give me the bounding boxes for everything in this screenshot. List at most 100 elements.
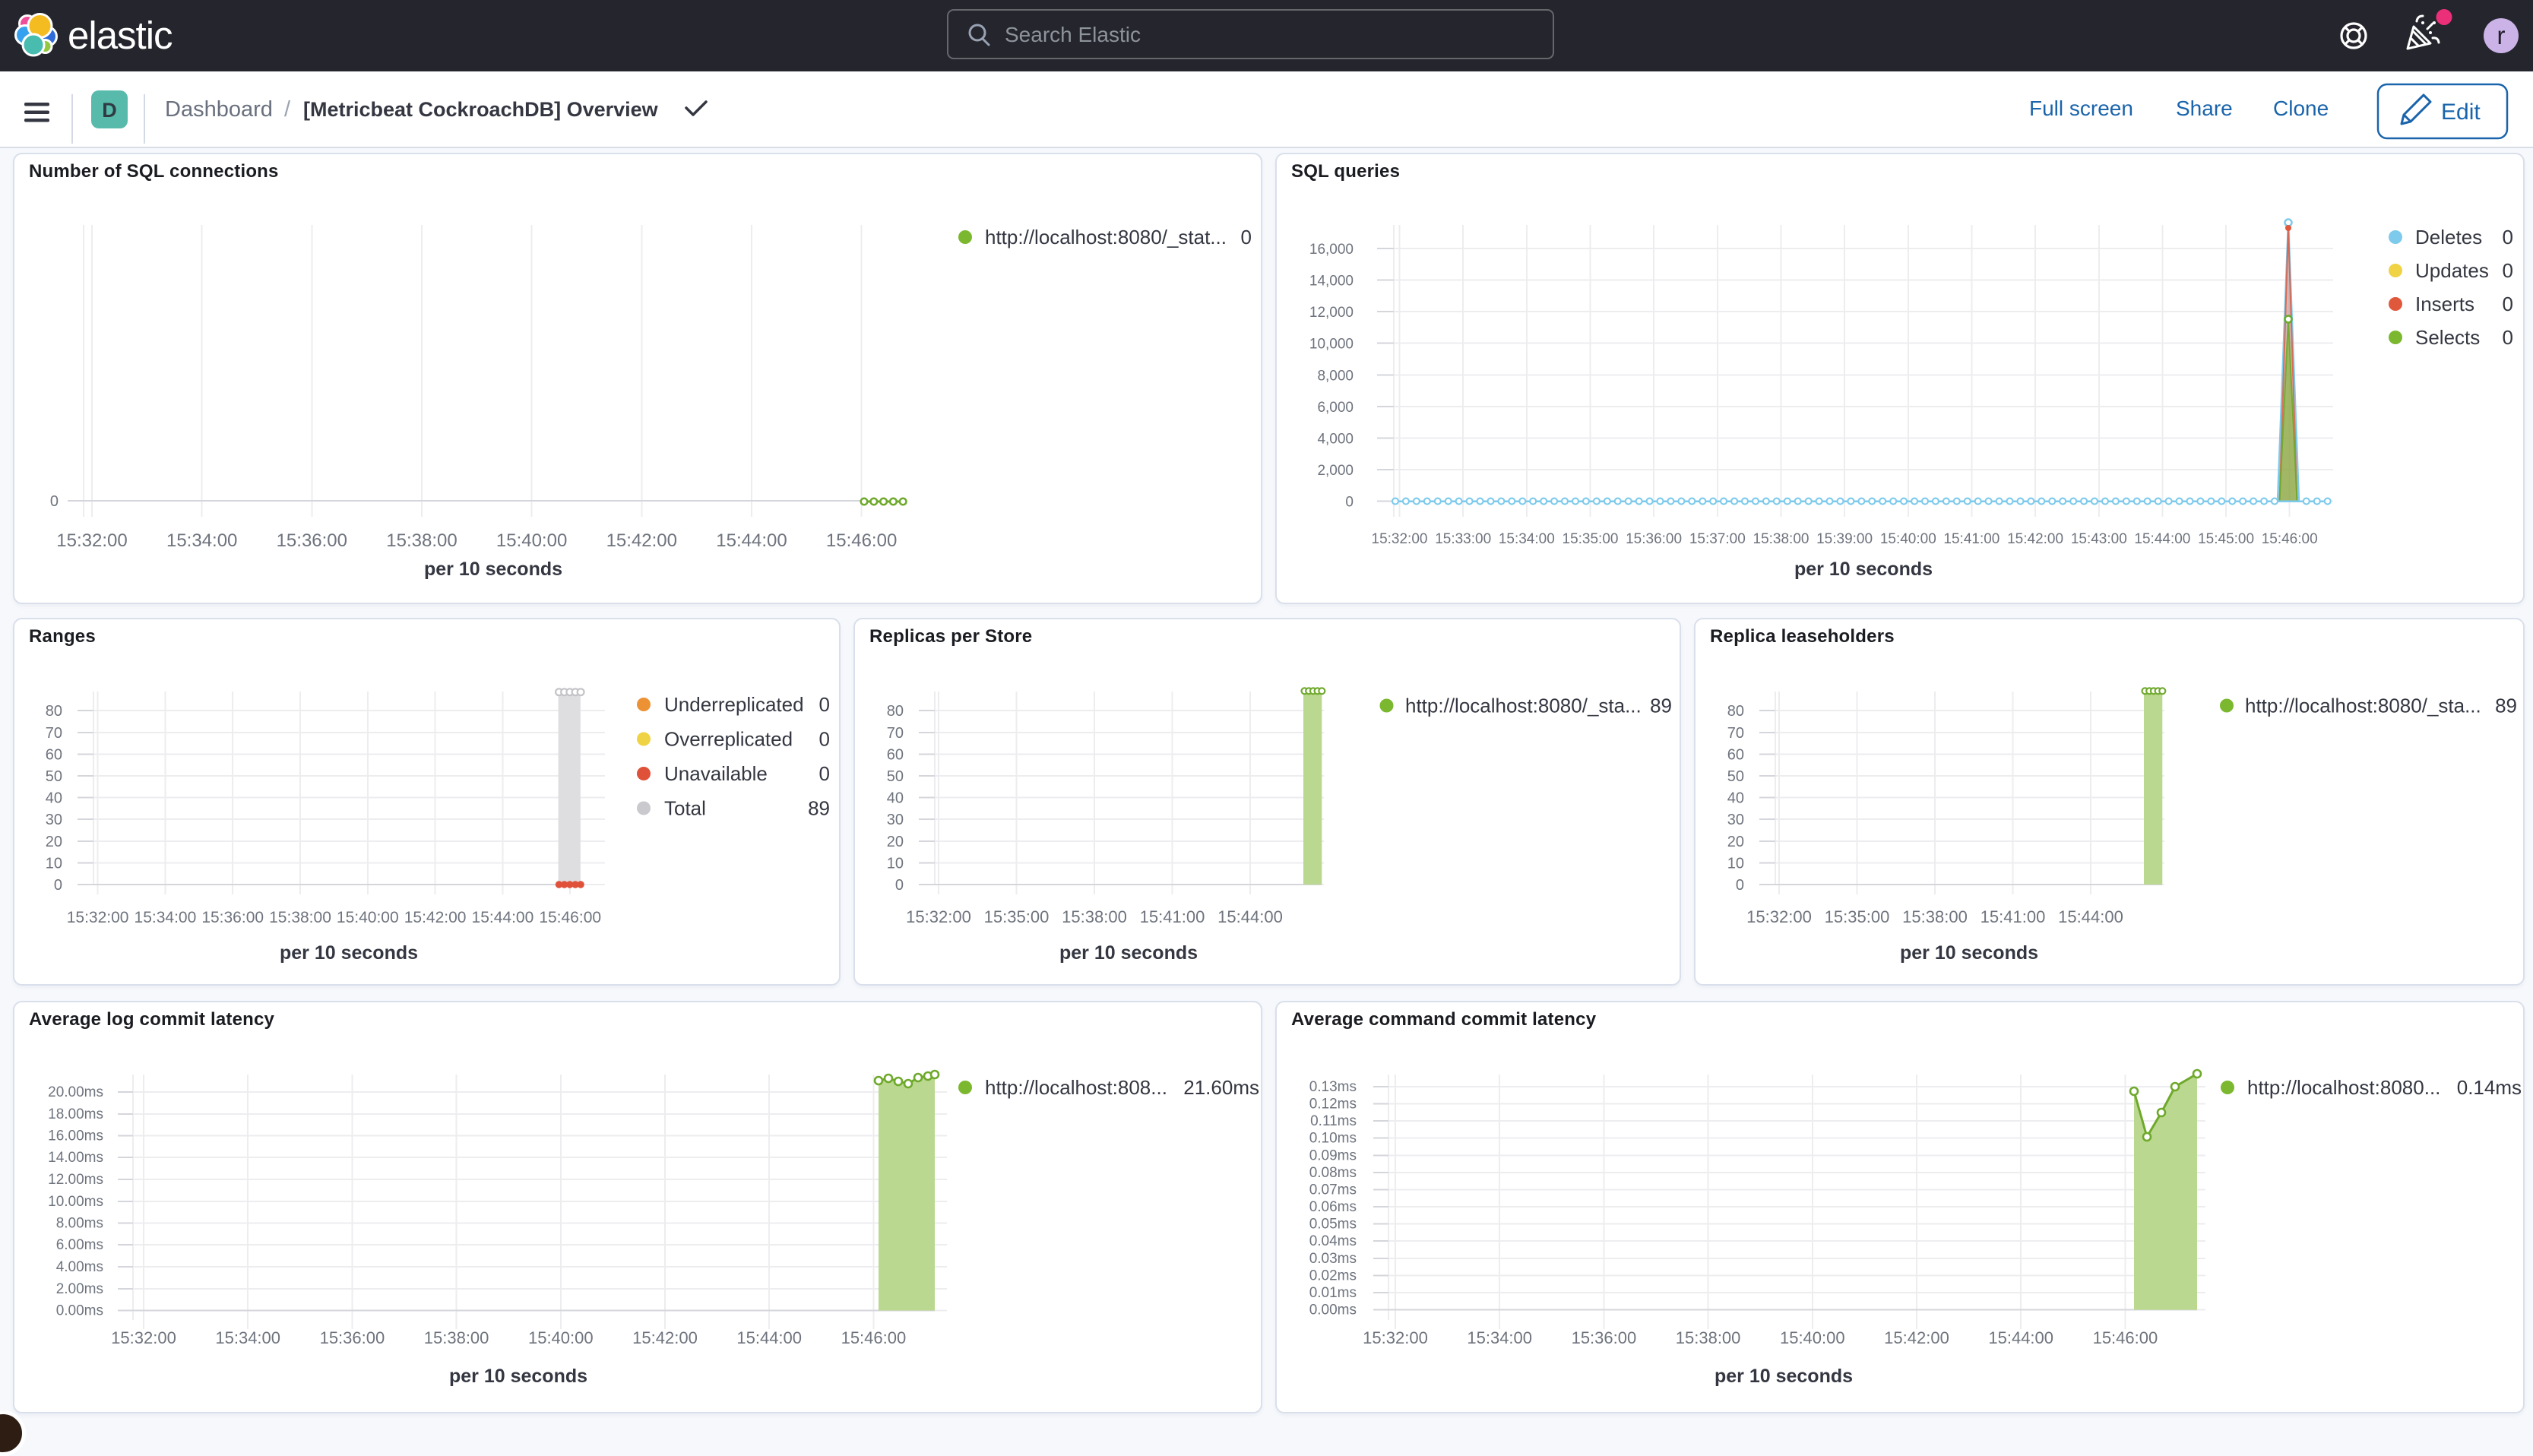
svg-text:per 10 seconds: per 10 seconds xyxy=(1794,559,1933,580)
svg-text:10: 10 xyxy=(1727,855,1744,872)
svg-text:Clone: Clone xyxy=(2273,97,2329,120)
svg-text:0.02ms: 0.02ms xyxy=(1309,1268,1357,1283)
svg-text:Updates: Updates xyxy=(2415,259,2489,282)
svg-text:15:36:00: 15:36:00 xyxy=(1572,1328,1637,1347)
svg-text:per 10 seconds: per 10 seconds xyxy=(1900,942,2038,964)
svg-text:30: 30 xyxy=(46,812,62,828)
svg-text:[Metricbeat CockroachDB] Overv: [Metricbeat CockroachDB] Overview xyxy=(303,98,659,121)
svg-text:15:32:00: 15:32:00 xyxy=(111,1328,176,1347)
svg-text:15:41:00: 15:41:00 xyxy=(1943,531,1999,547)
svg-text:15:32:00: 15:32:00 xyxy=(1363,1328,1428,1347)
svg-text:0.05ms: 0.05ms xyxy=(1309,1217,1357,1233)
svg-text:20: 20 xyxy=(1727,834,1744,850)
svg-text:Inserts: Inserts xyxy=(2415,293,2474,315)
svg-text:0.07ms: 0.07ms xyxy=(1309,1182,1357,1198)
svg-text:15:46:00: 15:46:00 xyxy=(539,909,601,926)
svg-text:15:44:00: 15:44:00 xyxy=(2134,531,2190,547)
svg-text:0.14ms: 0.14ms xyxy=(2457,1076,2522,1099)
svg-text:Search Elastic: Search Elastic xyxy=(1005,23,1141,46)
svg-text:per 10 seconds: per 10 seconds xyxy=(280,942,418,964)
svg-text:15:34:00: 15:34:00 xyxy=(1467,1328,1532,1347)
svg-text:15:43:00: 15:43:00 xyxy=(2071,531,2127,547)
svg-text:15:40:00: 15:40:00 xyxy=(1880,531,1936,547)
svg-text:D: D xyxy=(102,99,117,122)
svg-text:15:36:00: 15:36:00 xyxy=(201,909,264,926)
svg-text:0.04ms: 0.04ms xyxy=(1309,1233,1357,1249)
svg-text:15:38:00: 15:38:00 xyxy=(1902,907,1968,926)
svg-text:0.13ms: 0.13ms xyxy=(1309,1079,1357,1095)
svg-text:per 10 seconds: per 10 seconds xyxy=(424,559,562,580)
svg-text:8.00ms: 8.00ms xyxy=(56,1216,103,1232)
svg-text:15:36:00: 15:36:00 xyxy=(277,530,347,551)
svg-text:Dashboard: Dashboard xyxy=(165,97,273,122)
svg-text:15:44:00: 15:44:00 xyxy=(736,1328,802,1347)
svg-text:15:41:00: 15:41:00 xyxy=(1980,907,2046,926)
svg-text:30: 30 xyxy=(1727,812,1744,828)
svg-text:15:46:00: 15:46:00 xyxy=(2262,531,2318,547)
svg-text:15:38:00: 15:38:00 xyxy=(386,530,457,551)
svg-text:0: 0 xyxy=(1736,877,1744,894)
svg-text:6,000: 6,000 xyxy=(1317,400,1354,416)
svg-text:per 10 seconds: per 10 seconds xyxy=(1059,942,1198,964)
svg-text:15:32:00: 15:32:00 xyxy=(56,530,127,551)
svg-text:15:35:00: 15:35:00 xyxy=(984,907,1050,926)
svg-text:0: 0 xyxy=(819,762,830,785)
svg-text:0.03ms: 0.03ms xyxy=(1309,1251,1357,1267)
svg-text:4.00ms: 4.00ms xyxy=(56,1259,103,1275)
svg-text:15:32:00: 15:32:00 xyxy=(1372,531,1428,547)
svg-text:0: 0 xyxy=(2503,226,2513,248)
svg-text:15:41:00: 15:41:00 xyxy=(1140,907,1205,926)
svg-text:15:40:00: 15:40:00 xyxy=(337,909,399,926)
svg-text:15:34:00: 15:34:00 xyxy=(215,1328,280,1347)
svg-text:0: 0 xyxy=(2503,293,2513,315)
svg-text:10,000: 10,000 xyxy=(1309,337,1354,353)
svg-text:6.00ms: 6.00ms xyxy=(56,1237,103,1253)
svg-text:15:38:00: 15:38:00 xyxy=(269,909,331,926)
svg-text:0.00ms: 0.00ms xyxy=(56,1303,103,1319)
svg-text:15:42:00: 15:42:00 xyxy=(1884,1328,1949,1347)
svg-text:15:38:00: 15:38:00 xyxy=(1062,907,1127,926)
svg-text:15:34:00: 15:34:00 xyxy=(166,530,237,551)
svg-text:14.00ms: 14.00ms xyxy=(48,1150,103,1166)
svg-text:70: 70 xyxy=(46,725,62,742)
svg-text:89: 89 xyxy=(1650,695,1672,717)
svg-text:10.00ms: 10.00ms xyxy=(48,1194,103,1210)
svg-text:15:42:00: 15:42:00 xyxy=(2007,531,2063,547)
svg-text:15:35:00: 15:35:00 xyxy=(1825,907,1890,926)
svg-text:0: 0 xyxy=(895,877,904,894)
svg-text:Share: Share xyxy=(2176,97,2233,120)
svg-text:15:46:00: 15:46:00 xyxy=(826,530,897,551)
svg-text:40: 40 xyxy=(46,790,62,807)
svg-text:50: 50 xyxy=(887,768,904,785)
svg-text:30: 30 xyxy=(887,812,904,828)
svg-text:8,000: 8,000 xyxy=(1317,368,1354,384)
svg-text:50: 50 xyxy=(46,768,62,785)
svg-text:0.09ms: 0.09ms xyxy=(1309,1147,1357,1163)
svg-text:20.00ms: 20.00ms xyxy=(48,1084,103,1100)
svg-text:15:34:00: 15:34:00 xyxy=(135,909,197,926)
svg-text:Full screen: Full screen xyxy=(2029,97,2133,120)
svg-text:15:38:00: 15:38:00 xyxy=(1676,1328,1741,1347)
svg-text:15:40:00: 15:40:00 xyxy=(528,1328,594,1347)
svg-text:20: 20 xyxy=(887,834,904,850)
svg-text:15:44:00: 15:44:00 xyxy=(1988,1328,2053,1347)
svg-text:0.10ms: 0.10ms xyxy=(1309,1131,1357,1147)
svg-text:70: 70 xyxy=(1727,725,1744,742)
svg-text:12,000: 12,000 xyxy=(1309,305,1354,321)
svg-text:15:42:00: 15:42:00 xyxy=(404,909,467,926)
svg-text:Unavailable: Unavailable xyxy=(664,762,768,785)
svg-text:per 10 seconds: per 10 seconds xyxy=(449,1366,587,1387)
svg-text:15:39:00: 15:39:00 xyxy=(1816,531,1873,547)
svg-text:15:46:00: 15:46:00 xyxy=(841,1328,907,1347)
svg-text:0: 0 xyxy=(819,693,830,716)
svg-text:per 10 seconds: per 10 seconds xyxy=(1715,1366,1853,1387)
svg-text:http://localhost:8080/_sta...: http://localhost:8080/_sta... xyxy=(1405,695,1642,717)
svg-text:15:40:00: 15:40:00 xyxy=(496,530,567,551)
svg-text:89: 89 xyxy=(808,797,830,820)
svg-text:89: 89 xyxy=(2495,695,2517,717)
svg-text:0.11ms: 0.11ms xyxy=(1310,1113,1357,1129)
svg-text:12.00ms: 12.00ms xyxy=(48,1172,103,1188)
svg-text:15:34:00: 15:34:00 xyxy=(1499,531,1555,547)
svg-text:Edit: Edit xyxy=(2441,100,2481,125)
svg-text:14,000: 14,000 xyxy=(1309,274,1354,290)
